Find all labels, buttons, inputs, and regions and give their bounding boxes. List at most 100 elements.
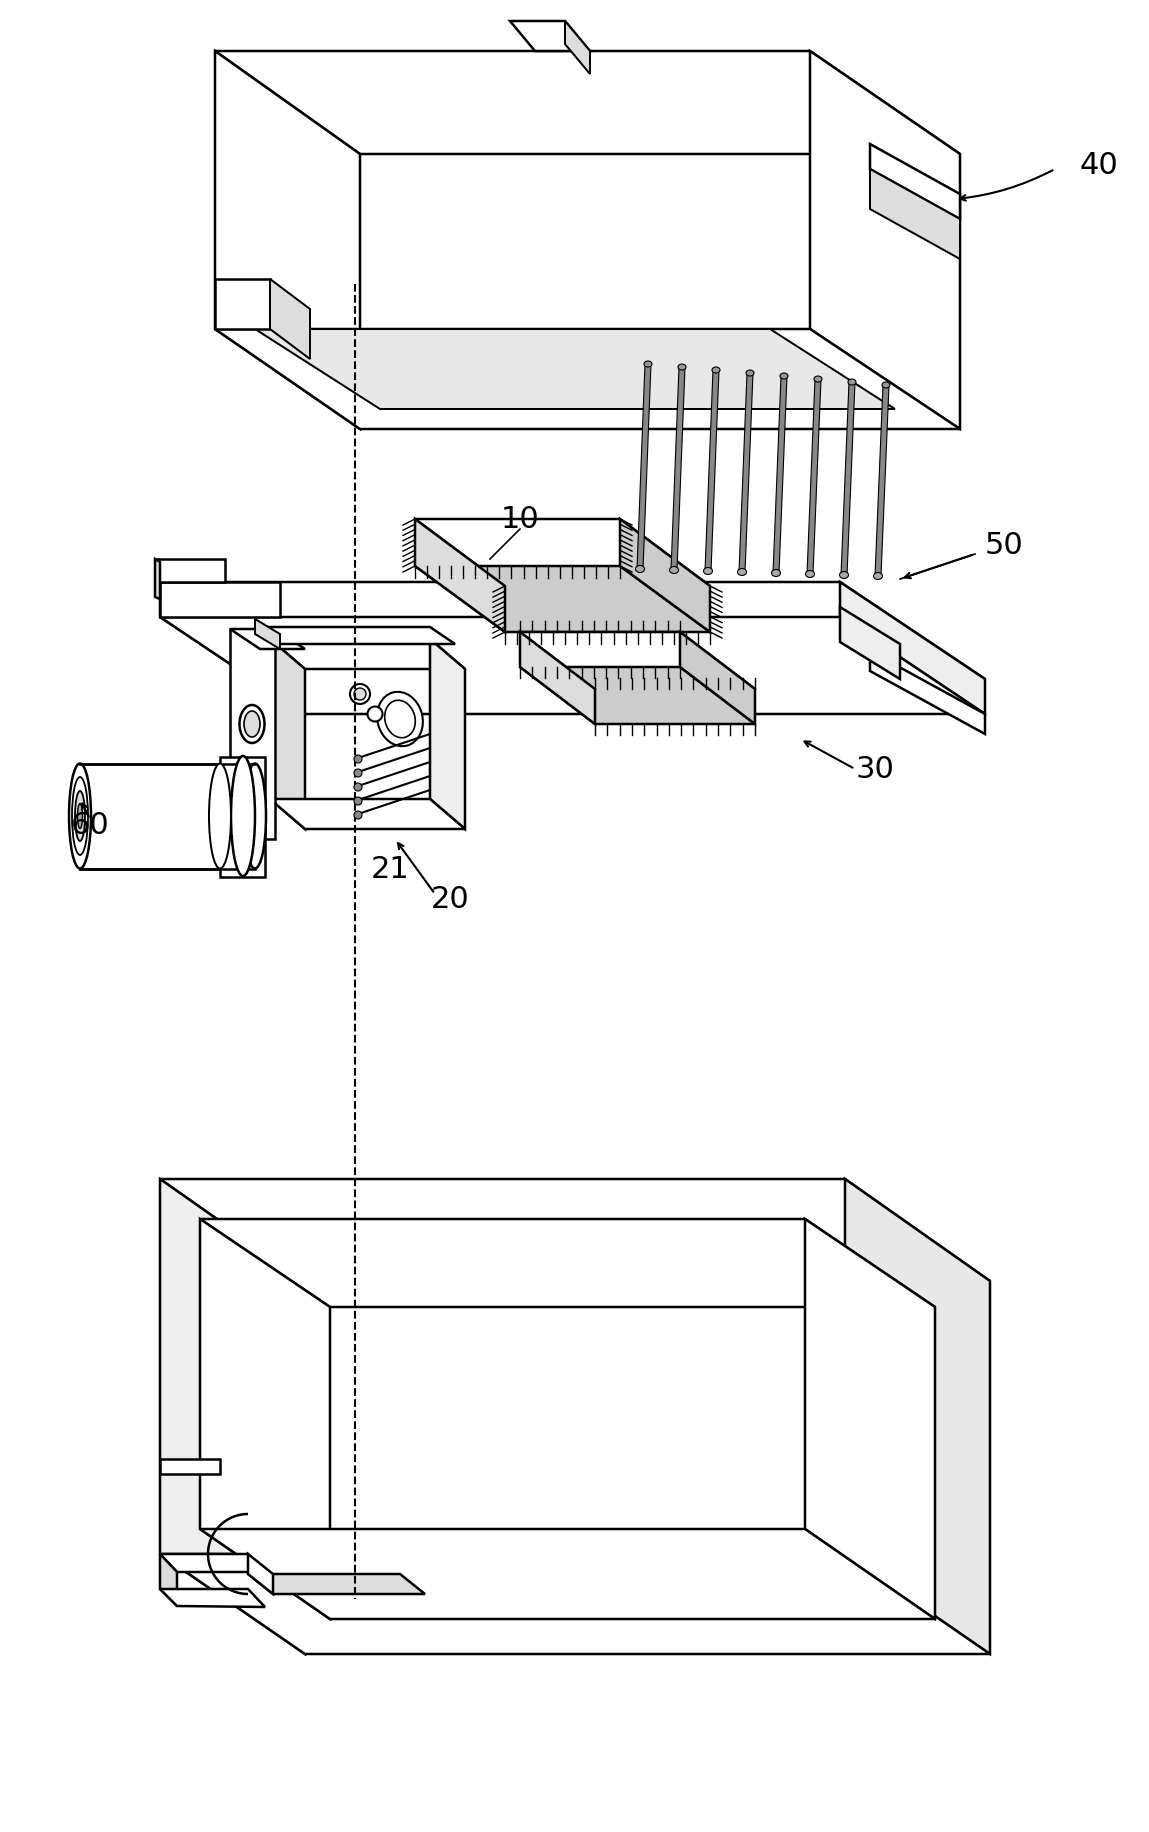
- Polygon shape: [200, 1220, 330, 1619]
- Polygon shape: [415, 520, 710, 586]
- Polygon shape: [248, 1574, 425, 1594]
- Polygon shape: [705, 370, 719, 572]
- Polygon shape: [810, 51, 961, 431]
- Ellipse shape: [882, 383, 890, 388]
- Polygon shape: [845, 1180, 990, 1654]
- Polygon shape: [160, 1180, 990, 1281]
- Ellipse shape: [670, 568, 679, 573]
- Polygon shape: [215, 51, 360, 431]
- Ellipse shape: [635, 566, 645, 573]
- Ellipse shape: [848, 379, 856, 387]
- Polygon shape: [230, 630, 304, 650]
- Polygon shape: [255, 628, 455, 645]
- Polygon shape: [807, 379, 822, 575]
- Text: 60: 60: [70, 810, 109, 839]
- Polygon shape: [870, 170, 961, 260]
- Polygon shape: [270, 799, 465, 830]
- Text: 20: 20: [431, 885, 470, 914]
- Polygon shape: [510, 22, 589, 51]
- Polygon shape: [215, 280, 270, 330]
- Polygon shape: [155, 561, 160, 599]
- Polygon shape: [870, 652, 985, 735]
- Polygon shape: [870, 145, 961, 220]
- Polygon shape: [841, 383, 855, 575]
- Polygon shape: [160, 1588, 265, 1607]
- Text: 10: 10: [501, 506, 539, 535]
- Ellipse shape: [780, 374, 788, 379]
- Polygon shape: [155, 561, 225, 583]
- Polygon shape: [680, 632, 755, 725]
- Polygon shape: [430, 639, 465, 830]
- Ellipse shape: [354, 769, 362, 777]
- Polygon shape: [219, 758, 265, 878]
- Polygon shape: [565, 22, 589, 75]
- Polygon shape: [215, 330, 961, 431]
- Polygon shape: [230, 630, 275, 839]
- Ellipse shape: [77, 804, 83, 830]
- Ellipse shape: [239, 705, 264, 744]
- Polygon shape: [773, 377, 787, 573]
- Ellipse shape: [209, 764, 231, 868]
- Ellipse shape: [354, 797, 362, 806]
- Polygon shape: [270, 280, 310, 359]
- Polygon shape: [637, 365, 651, 570]
- Polygon shape: [160, 617, 985, 714]
- Ellipse shape: [703, 568, 712, 575]
- Polygon shape: [520, 632, 595, 725]
- Polygon shape: [255, 619, 280, 650]
- Polygon shape: [270, 639, 304, 830]
- Polygon shape: [215, 51, 961, 156]
- Text: 21: 21: [371, 856, 409, 885]
- Ellipse shape: [244, 764, 267, 868]
- Polygon shape: [840, 608, 900, 680]
- Ellipse shape: [771, 570, 780, 577]
- Polygon shape: [160, 583, 985, 680]
- Ellipse shape: [72, 777, 88, 856]
- Ellipse shape: [678, 365, 686, 370]
- Ellipse shape: [75, 791, 85, 841]
- Polygon shape: [739, 374, 753, 573]
- Ellipse shape: [738, 570, 747, 577]
- Polygon shape: [160, 1460, 219, 1475]
- Polygon shape: [520, 667, 755, 725]
- Polygon shape: [160, 1554, 265, 1572]
- Ellipse shape: [643, 361, 651, 368]
- Polygon shape: [270, 639, 465, 671]
- Polygon shape: [160, 1180, 304, 1654]
- Polygon shape: [200, 1530, 935, 1619]
- Polygon shape: [876, 387, 889, 577]
- Polygon shape: [160, 1554, 990, 1654]
- Polygon shape: [520, 632, 755, 689]
- Ellipse shape: [354, 755, 362, 764]
- Polygon shape: [620, 520, 710, 632]
- Ellipse shape: [805, 572, 815, 579]
- Polygon shape: [200, 1220, 935, 1308]
- Polygon shape: [805, 1220, 935, 1619]
- Polygon shape: [671, 368, 685, 572]
- Ellipse shape: [746, 370, 754, 377]
- Ellipse shape: [377, 692, 423, 747]
- Polygon shape: [415, 566, 710, 632]
- Ellipse shape: [354, 812, 362, 819]
- Ellipse shape: [69, 764, 91, 868]
- Ellipse shape: [873, 573, 882, 581]
- Ellipse shape: [813, 377, 822, 383]
- Polygon shape: [840, 583, 985, 714]
- Polygon shape: [160, 583, 304, 714]
- Polygon shape: [415, 520, 506, 632]
- Text: 40: 40: [1080, 150, 1119, 180]
- Text: 30: 30: [856, 755, 894, 784]
- Polygon shape: [248, 1554, 273, 1594]
- Ellipse shape: [354, 784, 362, 791]
- Ellipse shape: [840, 572, 848, 579]
- Text: 50: 50: [985, 529, 1024, 559]
- Ellipse shape: [350, 685, 370, 705]
- Polygon shape: [255, 330, 895, 410]
- Ellipse shape: [244, 711, 260, 738]
- Polygon shape: [80, 764, 255, 870]
- Polygon shape: [160, 583, 280, 617]
- Ellipse shape: [231, 757, 255, 876]
- Polygon shape: [160, 1554, 177, 1607]
- Ellipse shape: [712, 368, 720, 374]
- Ellipse shape: [385, 702, 415, 738]
